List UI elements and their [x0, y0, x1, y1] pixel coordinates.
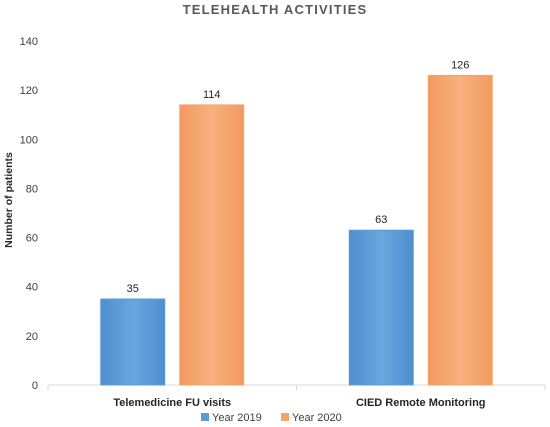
- x-category-label: CIED Remote Monitoring: [356, 397, 486, 409]
- chart-title: TELEHEALTH ACTIVITIES: [183, 2, 368, 17]
- y-tick-label: 120: [20, 85, 38, 97]
- bar-value-label: 114: [203, 89, 221, 101]
- bar-value-label: 63: [375, 214, 387, 226]
- legend: Year 2019 Year 2020: [201, 412, 342, 424]
- legend-label: Year 2019: [212, 412, 262, 424]
- legend-swatch: [201, 413, 209, 421]
- bar-value-label: 35: [127, 283, 139, 295]
- bars: 35 114 63 126: [100, 59, 493, 386]
- y-tick-label: 0: [32, 380, 38, 392]
- y-tick-label: 60: [26, 233, 38, 245]
- legend-swatch: [281, 413, 289, 421]
- bar: [100, 298, 166, 386]
- y-tick-label: 140: [20, 36, 38, 48]
- bar-value-label: 126: [451, 59, 469, 71]
- legend-label: Year 2020: [292, 412, 342, 424]
- y-tick-label: 20: [26, 331, 38, 343]
- y-tick-label: 80: [26, 183, 38, 195]
- bar: [179, 104, 245, 386]
- y-tick-label: 100: [20, 134, 38, 146]
- bar: [427, 74, 493, 386]
- y-axis-label: Number of patients: [3, 152, 15, 248]
- bar: [348, 229, 414, 386]
- x-category-label: Telemedicine FU visits: [113, 397, 231, 409]
- y-tick-label: 40: [26, 282, 38, 294]
